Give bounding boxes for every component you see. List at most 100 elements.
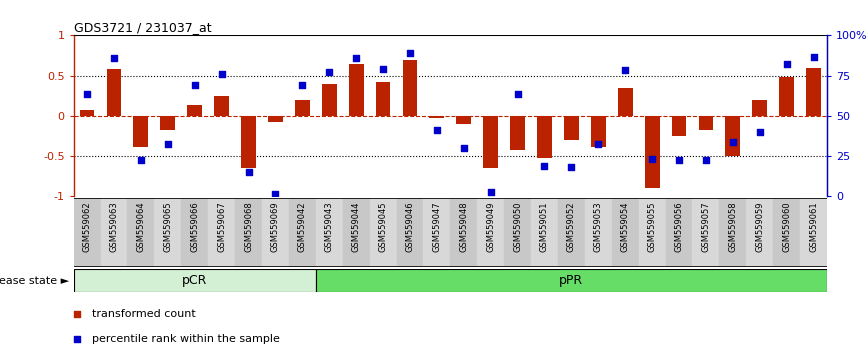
Bar bbox=[268, 116, 283, 121]
Text: transformed count: transformed count bbox=[93, 309, 197, 320]
Bar bbox=[666, 198, 693, 267]
Bar bbox=[289, 35, 316, 196]
Text: GSM559061: GSM559061 bbox=[809, 202, 818, 252]
Point bbox=[349, 55, 363, 61]
Point bbox=[672, 158, 686, 163]
Bar bbox=[343, 198, 370, 267]
Bar bbox=[558, 198, 585, 267]
Bar bbox=[181, 198, 208, 267]
Point bbox=[618, 67, 632, 73]
Bar bbox=[100, 35, 127, 196]
Bar bbox=[235, 35, 262, 196]
Bar bbox=[720, 35, 746, 196]
Point bbox=[565, 164, 578, 170]
Bar bbox=[214, 96, 229, 116]
Bar bbox=[800, 35, 827, 196]
Bar bbox=[617, 88, 633, 116]
Bar bbox=[483, 116, 498, 168]
Bar bbox=[181, 35, 208, 196]
Bar bbox=[477, 198, 504, 267]
Point bbox=[242, 170, 255, 175]
Point bbox=[430, 127, 443, 133]
Bar bbox=[477, 35, 504, 196]
Bar bbox=[693, 35, 720, 196]
Point bbox=[161, 141, 175, 147]
Point bbox=[726, 139, 740, 144]
Text: GSM559057: GSM559057 bbox=[701, 202, 710, 252]
Point bbox=[134, 158, 148, 163]
Bar bbox=[672, 116, 687, 136]
Point bbox=[699, 158, 713, 163]
Text: GSM559053: GSM559053 bbox=[594, 202, 603, 252]
Bar bbox=[746, 198, 773, 267]
Bar bbox=[638, 198, 666, 267]
Point bbox=[645, 156, 659, 161]
Bar bbox=[779, 77, 794, 116]
Bar bbox=[644, 116, 660, 188]
Text: GSM559068: GSM559068 bbox=[244, 202, 253, 252]
Bar bbox=[208, 35, 235, 196]
Bar bbox=[611, 198, 638, 267]
Text: pCR: pCR bbox=[182, 274, 207, 287]
Point bbox=[484, 190, 498, 195]
Point bbox=[779, 61, 793, 67]
Text: GSM559049: GSM559049 bbox=[486, 202, 495, 252]
Point bbox=[376, 67, 390, 72]
Text: GSM559052: GSM559052 bbox=[567, 202, 576, 252]
Bar bbox=[430, 116, 444, 118]
Bar bbox=[370, 198, 397, 267]
Bar bbox=[638, 35, 666, 196]
Text: GSM559060: GSM559060 bbox=[782, 202, 792, 252]
Point bbox=[215, 71, 229, 77]
Point bbox=[538, 163, 552, 169]
Bar bbox=[127, 35, 154, 196]
Bar bbox=[127, 198, 154, 267]
Bar bbox=[74, 269, 316, 292]
Point bbox=[403, 50, 417, 56]
Bar bbox=[322, 84, 337, 116]
Bar bbox=[349, 64, 364, 116]
Bar bbox=[235, 198, 262, 267]
Point bbox=[188, 82, 202, 88]
Bar bbox=[726, 116, 740, 156]
Bar bbox=[262, 198, 289, 267]
Bar bbox=[74, 198, 100, 267]
Point bbox=[81, 91, 94, 97]
Bar bbox=[316, 269, 827, 292]
Text: GSM559059: GSM559059 bbox=[755, 202, 765, 252]
Bar bbox=[806, 68, 821, 116]
Text: GSM559067: GSM559067 bbox=[217, 202, 226, 252]
Bar bbox=[208, 198, 235, 267]
Bar bbox=[531, 198, 558, 267]
Text: disease state ►: disease state ► bbox=[0, 275, 69, 286]
Bar bbox=[187, 105, 202, 116]
Bar bbox=[537, 116, 552, 158]
Bar bbox=[611, 35, 638, 196]
Text: GSM559050: GSM559050 bbox=[513, 202, 522, 252]
Text: GSM559069: GSM559069 bbox=[271, 202, 280, 252]
Point bbox=[591, 141, 605, 147]
Text: GSM559048: GSM559048 bbox=[459, 202, 469, 252]
Bar bbox=[800, 198, 827, 267]
Point bbox=[268, 191, 282, 197]
Bar bbox=[564, 116, 578, 140]
Bar bbox=[423, 198, 450, 267]
Text: GSM559062: GSM559062 bbox=[82, 202, 92, 252]
Bar bbox=[531, 35, 558, 196]
Bar bbox=[241, 116, 256, 168]
Bar bbox=[343, 35, 370, 196]
Bar bbox=[154, 198, 181, 267]
Text: GSM559065: GSM559065 bbox=[164, 202, 172, 252]
Bar bbox=[693, 198, 720, 267]
Text: GSM559045: GSM559045 bbox=[378, 202, 388, 252]
Text: GSM559044: GSM559044 bbox=[352, 202, 360, 252]
Point bbox=[107, 55, 121, 61]
Bar bbox=[100, 198, 127, 267]
Bar bbox=[316, 198, 343, 267]
Bar bbox=[450, 35, 477, 196]
Bar bbox=[504, 198, 531, 267]
Text: GSM559055: GSM559055 bbox=[648, 202, 656, 252]
Point bbox=[478, 189, 492, 195]
Text: GSM559058: GSM559058 bbox=[728, 202, 737, 252]
Text: GSM559064: GSM559064 bbox=[136, 202, 145, 252]
